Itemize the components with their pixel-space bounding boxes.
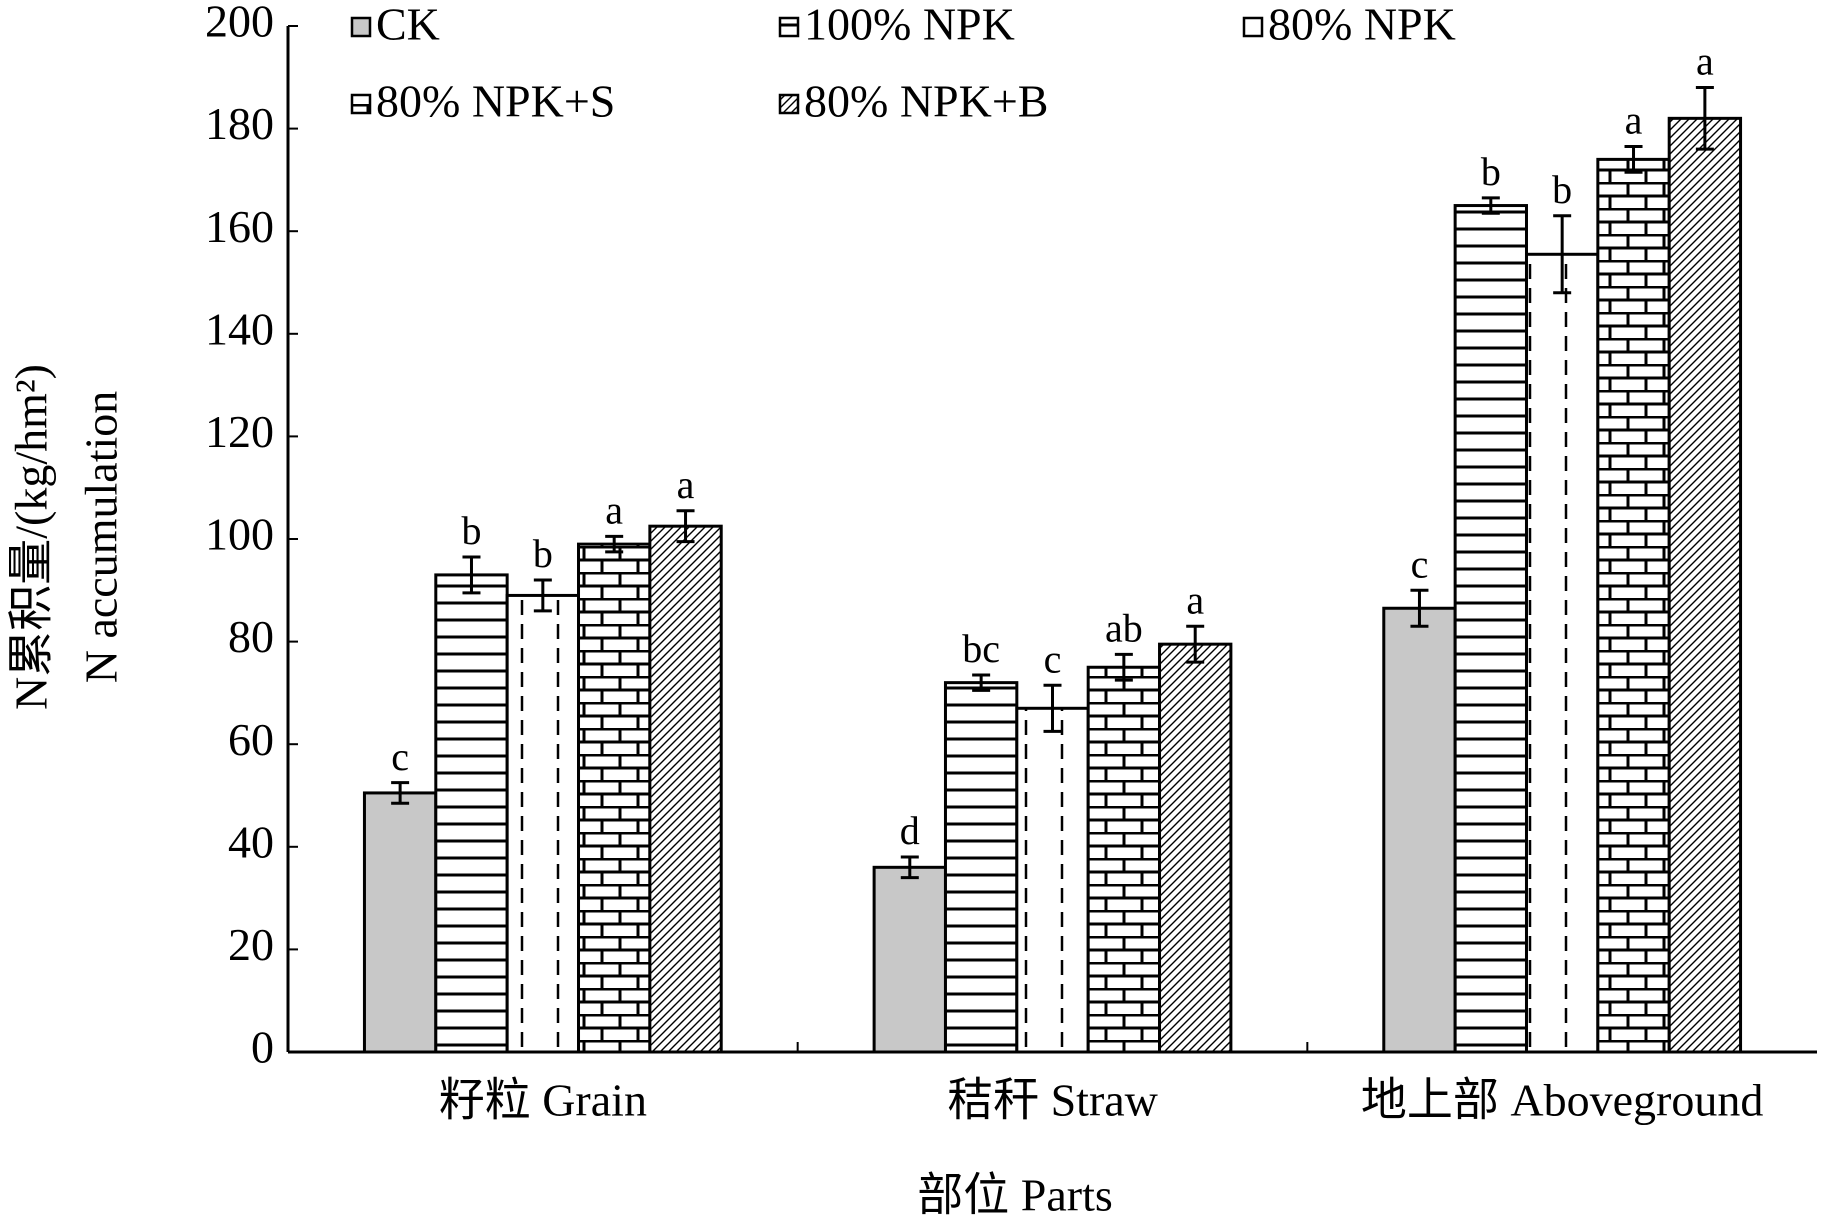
y-tick-label: 60 bbox=[228, 714, 274, 765]
y-tick-label: 100 bbox=[205, 509, 274, 560]
legend-swatch bbox=[778, 16, 800, 38]
y-axis-title: N accumulation bbox=[76, 391, 127, 684]
significance-letter: b bbox=[461, 508, 481, 553]
y-tick-label: 0 bbox=[251, 1022, 274, 1073]
x-tick-label: 秸秆 Straw bbox=[947, 1075, 1159, 1126]
bar bbox=[434, 573, 509, 1054]
y-tick-label: 20 bbox=[228, 919, 274, 970]
x-axis-title: 部位 Parts bbox=[917, 1170, 1113, 1221]
y-tick-label: 180 bbox=[205, 98, 274, 149]
x-tick-label: 籽粒 Grain bbox=[439, 1075, 647, 1126]
y-tick-label: 120 bbox=[205, 406, 274, 457]
y-axis-title: N累积量/(kg/hm²) bbox=[6, 364, 57, 710]
legend-label: 100% NPK bbox=[804, 0, 1015, 50]
legend-swatch bbox=[1242, 16, 1264, 38]
bar bbox=[505, 593, 581, 1054]
legend-label: 80% NPK bbox=[1268, 0, 1456, 50]
legend-swatch bbox=[778, 93, 800, 115]
bar bbox=[872, 865, 947, 1054]
significance-letter: a bbox=[1696, 39, 1714, 84]
significance-letter: a bbox=[677, 462, 695, 507]
significance-letter: b bbox=[533, 531, 553, 576]
error-bar bbox=[605, 534, 624, 554]
bar bbox=[1596, 157, 1671, 1054]
legend-swatch bbox=[350, 16, 372, 38]
significance-letter: a bbox=[605, 488, 623, 533]
error-bar bbox=[972, 673, 991, 692]
bar bbox=[1086, 665, 1162, 1054]
significance-letter: b bbox=[1481, 149, 1501, 194]
y-tick-label: 140 bbox=[205, 303, 274, 354]
significance-letter: d bbox=[900, 808, 920, 853]
bar bbox=[1453, 204, 1528, 1054]
error-bar bbox=[533, 578, 552, 613]
error-bar bbox=[676, 509, 695, 544]
bar bbox=[577, 542, 652, 1054]
error-bar bbox=[1481, 196, 1500, 215]
bar bbox=[1015, 706, 1090, 1054]
x-tick-label: 地上部 Aboveground bbox=[1361, 1075, 1763, 1126]
y-tick-label: 200 bbox=[205, 0, 274, 47]
significance-letter: ab bbox=[1105, 606, 1143, 651]
y-tick-label: 40 bbox=[228, 816, 274, 867]
error-bar bbox=[1043, 683, 1062, 733]
significance-letter: b bbox=[1552, 167, 1572, 212]
error-bar bbox=[1695, 86, 1714, 151]
error-bar bbox=[1114, 652, 1133, 682]
error-bar bbox=[1410, 588, 1429, 628]
legend-label: 80% NPK+B bbox=[804, 76, 1048, 127]
error-bar bbox=[1553, 214, 1572, 295]
significance-letter: a bbox=[1625, 98, 1643, 143]
error-bar bbox=[1624, 145, 1643, 174]
legend-swatch bbox=[350, 93, 372, 115]
legend-label: 80% NPK+S bbox=[376, 76, 615, 127]
error-bar bbox=[391, 781, 410, 805]
bar bbox=[1524, 252, 1600, 1054]
significance-letter: c bbox=[1044, 636, 1062, 681]
bar bbox=[1382, 606, 1457, 1054]
significance-letter: bc bbox=[962, 626, 1000, 671]
error-bar bbox=[900, 855, 919, 880]
bar bbox=[1158, 642, 1233, 1054]
significance-letter: c bbox=[391, 734, 409, 779]
bar bbox=[648, 524, 723, 1054]
significance-letter: c bbox=[1411, 541, 1429, 586]
y-tick-label: 160 bbox=[205, 201, 274, 252]
bar bbox=[362, 791, 438, 1054]
bar bbox=[1667, 116, 1743, 1054]
significance-letter: a bbox=[1186, 577, 1204, 622]
error-bar bbox=[1186, 624, 1205, 664]
y-tick-label: 80 bbox=[228, 611, 274, 662]
bar bbox=[943, 681, 1019, 1054]
legend-label: CK bbox=[376, 0, 440, 50]
error-bar bbox=[462, 555, 481, 595]
